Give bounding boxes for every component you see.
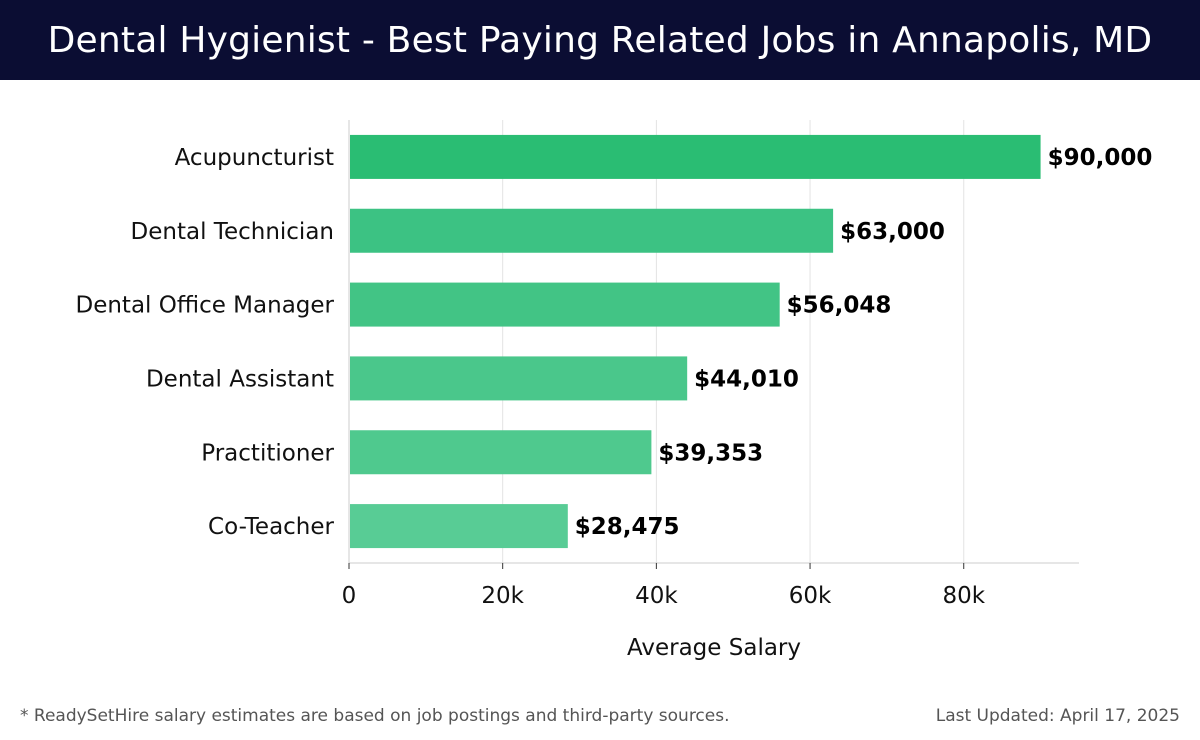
data-label: $63,000 — [840, 219, 945, 245]
chart-header: Dental Hygienist - Best Paying Related J… — [0, 0, 1200, 80]
bar-dental-office-manager — [350, 282, 780, 327]
data-label: $90,000 — [1048, 145, 1153, 171]
chart-title: Dental Hygienist - Best Paying Related J… — [47, 19, 1153, 61]
data-label: $28,475 — [575, 514, 680, 540]
x-axis-label: Average Salary — [627, 635, 801, 661]
last-updated: Last Updated: April 17, 2025 — [935, 706, 1180, 726]
category-label: Practitioner — [201, 440, 334, 466]
x-tick-label: 20k — [481, 583, 524, 609]
data-label: $44,010 — [694, 366, 799, 392]
bar-chart: 0 20k 40k 60k 80k Average Salary Acupuncturist… — [75, 120, 1153, 661]
category-label: Dental Technician — [131, 219, 334, 245]
footer-note: * ReadySetHire salary estimates are base… — [20, 706, 730, 726]
bar-practitioner — [350, 430, 652, 475]
category-label: Acupuncturist — [175, 145, 334, 171]
bar-acupuncturist — [350, 134, 1041, 179]
x-tick-label: 80k — [942, 583, 985, 609]
data-label: $39,353 — [658, 440, 763, 466]
bar-co-teacher — [350, 504, 568, 549]
data-label: $56,048 — [787, 293, 892, 319]
category-label: Dental Assistant — [146, 366, 334, 392]
category-label: Dental Office Manager — [75, 293, 334, 319]
x-tick-label: 40k — [635, 583, 678, 609]
category-label: Co-Teacher — [208, 514, 335, 540]
x-tick-label: 0 — [342, 583, 357, 609]
bar-dental-technician — [350, 208, 834, 253]
x-tick-label: 60k — [789, 583, 832, 609]
bar-dental-assistant — [350, 356, 688, 401]
